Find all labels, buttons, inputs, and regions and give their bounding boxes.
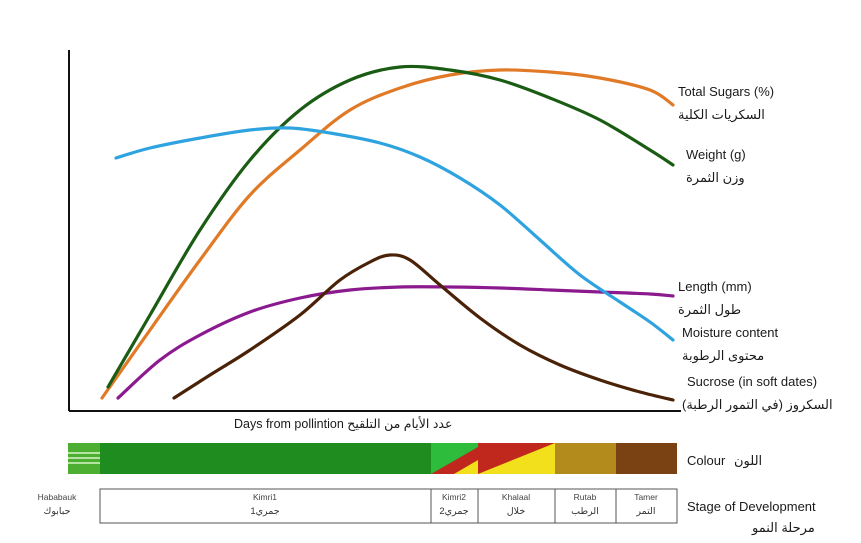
curves-group xyxy=(100,64,675,402)
colour-kimri2-yellow-wedge xyxy=(454,460,478,474)
colour-tamer xyxy=(616,443,677,474)
moisture-label: Moisture content xyxy=(682,325,778,340)
weight-label-ar: وزن الثمرة xyxy=(686,170,745,186)
stage-label-ar: مرحلة النمو xyxy=(751,520,815,536)
stage-khalaal-ar: خلال xyxy=(507,506,526,517)
stage-kimri1-en: Kimri1 xyxy=(253,492,277,502)
sucrose-label-ar: السكروز (في التمور الرطبة) xyxy=(682,397,833,413)
stage-kimri2-en: Kimri2 xyxy=(442,492,466,502)
stage-hababauk-ar: حبابوك xyxy=(43,506,70,517)
stage-rutab-ar: الرطب xyxy=(571,506,599,517)
stage-tamer-en: Tamer xyxy=(634,492,658,502)
moisture-curve xyxy=(114,126,675,342)
moisture-label-ar: محتوى الرطوبة xyxy=(682,348,764,364)
colour-khalaal-red-wedge xyxy=(478,443,555,474)
stage-kimri1-ar: جمري1 xyxy=(250,506,279,517)
stage-tamer-ar: التمر xyxy=(635,506,655,517)
length-curve xyxy=(116,285,675,400)
stages-table: Hababauk حبابوك Kimri1 جمري1 Kimri2 جمري… xyxy=(38,488,678,524)
total-sugars-label-ar: السكريات الكلية xyxy=(678,107,765,123)
stages-box xyxy=(99,488,678,524)
colour-kimri1 xyxy=(100,443,431,474)
sucrose-label: Sucrose (in soft dates) xyxy=(687,374,817,389)
colour-bar xyxy=(68,443,677,474)
x-axis-label: Days from pollintion عدد الأيام من التلق… xyxy=(234,416,452,432)
stage-hababauk-en: Hababauk xyxy=(38,492,78,502)
length-label-ar: طول الثمرة xyxy=(678,302,741,318)
weight-curve xyxy=(106,64,675,389)
stage-rutab-en: Rutab xyxy=(574,492,597,502)
stage-label: Stage of Development xyxy=(687,499,816,514)
colour-label: Colour xyxy=(687,453,726,468)
colour-label-ar: اللون xyxy=(734,453,762,469)
sucrose-curve xyxy=(172,253,675,402)
stage-kimri2-ar: جمري2 xyxy=(439,506,468,517)
total-sugars-label: Total Sugars (%) xyxy=(678,84,774,99)
weight-label: Weight (g) xyxy=(686,147,746,162)
total-sugars-curve xyxy=(100,68,675,400)
length-label: Length (mm) xyxy=(678,279,752,294)
colour-rutab xyxy=(555,443,616,474)
stage-khalaal-en: Khalaal xyxy=(502,492,530,502)
